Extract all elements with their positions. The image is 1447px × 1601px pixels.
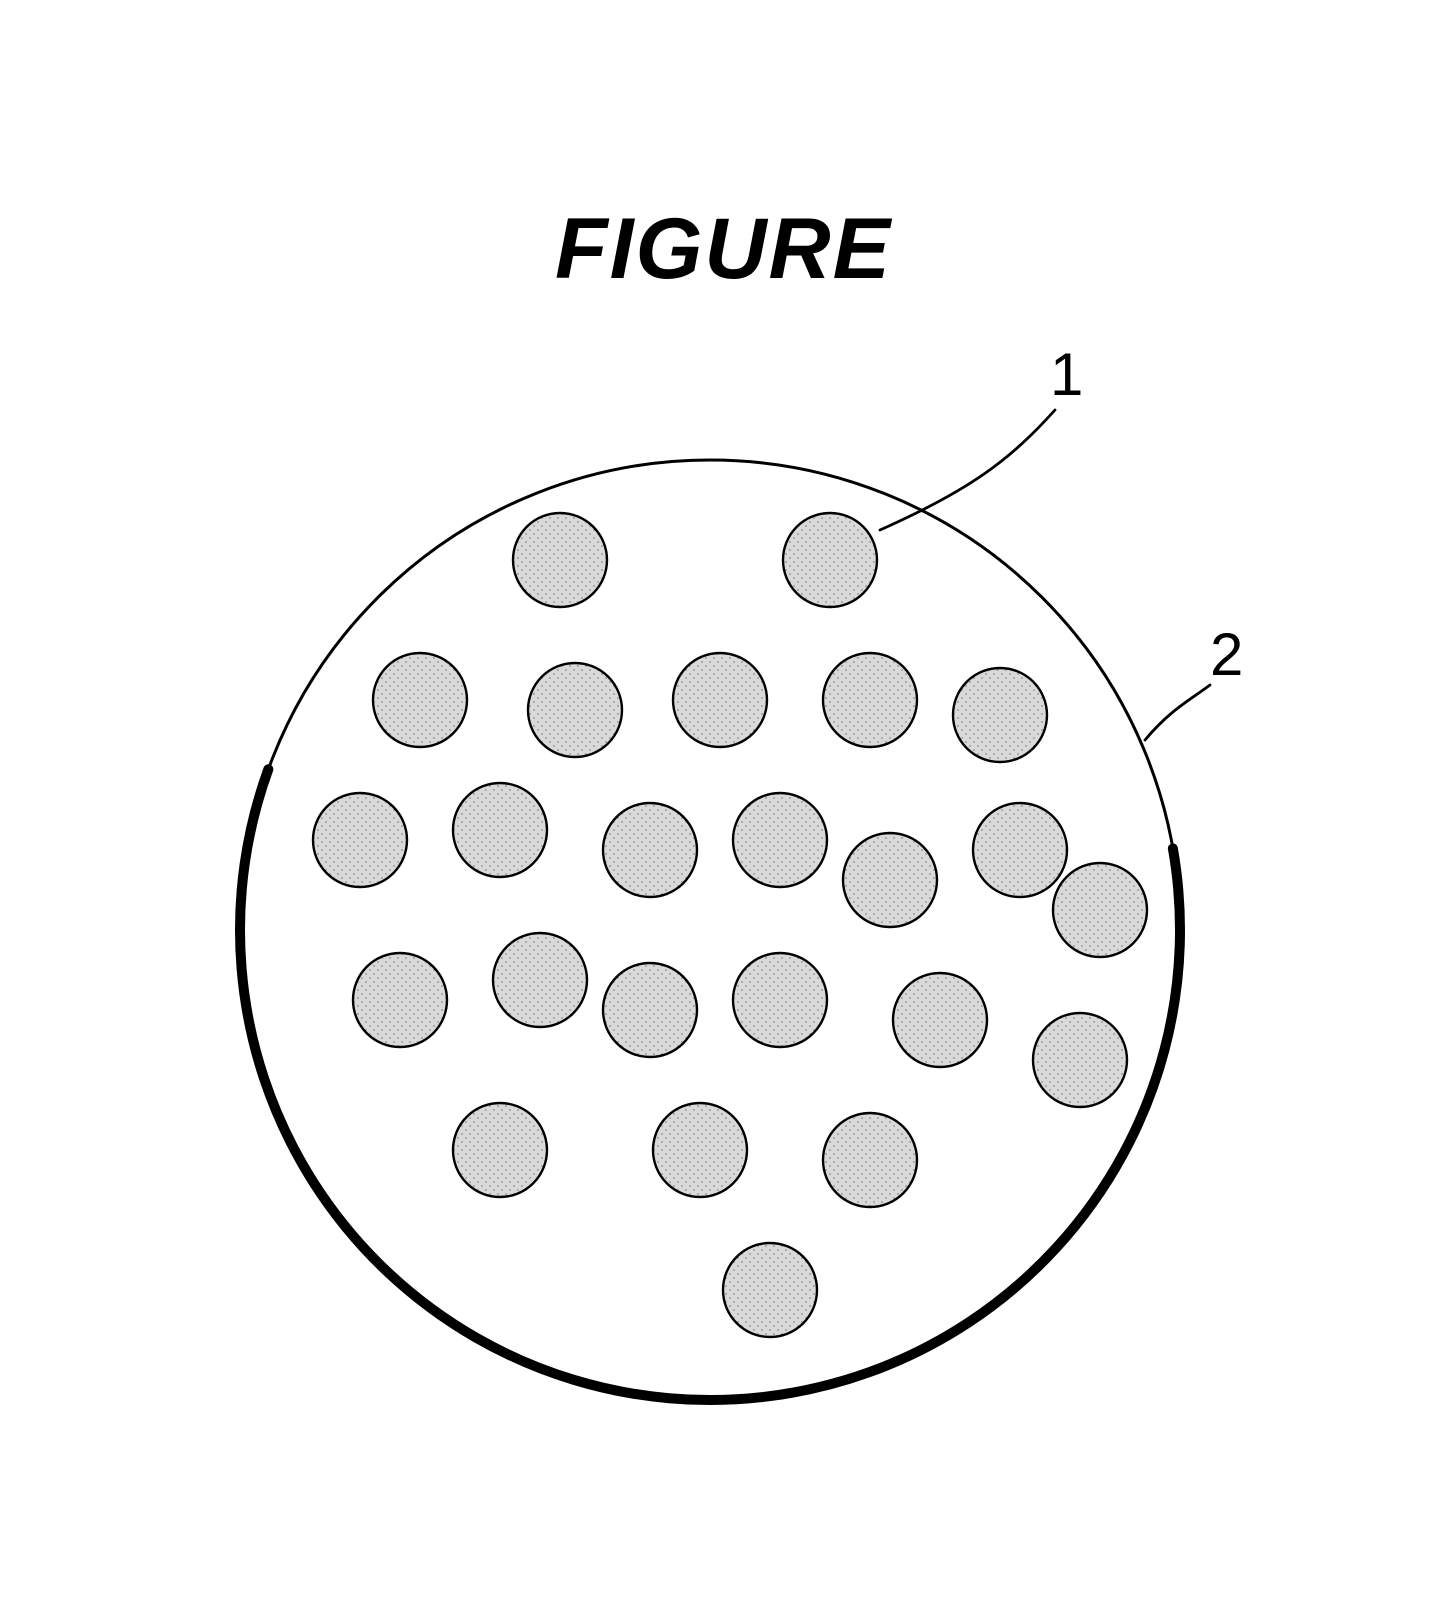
- callout-label-1: 1: [1050, 340, 1083, 409]
- particle-circle: [973, 803, 1067, 897]
- particle-circle: [373, 653, 467, 747]
- particle-circle: [823, 653, 917, 747]
- particle-circle: [353, 953, 447, 1047]
- particle-circle: [953, 668, 1047, 762]
- particle-circle: [313, 793, 407, 887]
- particle-circle: [453, 783, 547, 877]
- particle-circle: [453, 1103, 547, 1197]
- particle-circle: [653, 1103, 747, 1197]
- figure-stage: FIGURE 1 2: [0, 0, 1447, 1601]
- particle-circle: [823, 1113, 917, 1207]
- particle-circle: [673, 653, 767, 747]
- particle-circle: [733, 953, 827, 1047]
- particle-circle: [603, 963, 697, 1057]
- leader-line: [1145, 685, 1210, 740]
- particle-circle: [528, 663, 622, 757]
- particle-circle: [893, 973, 987, 1067]
- particle-circle: [1053, 863, 1147, 957]
- particle-circle: [733, 793, 827, 887]
- particle-circle: [493, 933, 587, 1027]
- particle-circle: [723, 1243, 817, 1337]
- figure-svg: [0, 0, 1447, 1601]
- particle-circle: [843, 833, 937, 927]
- particle-circle: [513, 513, 607, 607]
- particle-circle: [783, 513, 877, 607]
- particle-circle: [1033, 1013, 1127, 1107]
- callout-label-2: 2: [1210, 620, 1243, 689]
- particle-circle: [603, 803, 697, 897]
